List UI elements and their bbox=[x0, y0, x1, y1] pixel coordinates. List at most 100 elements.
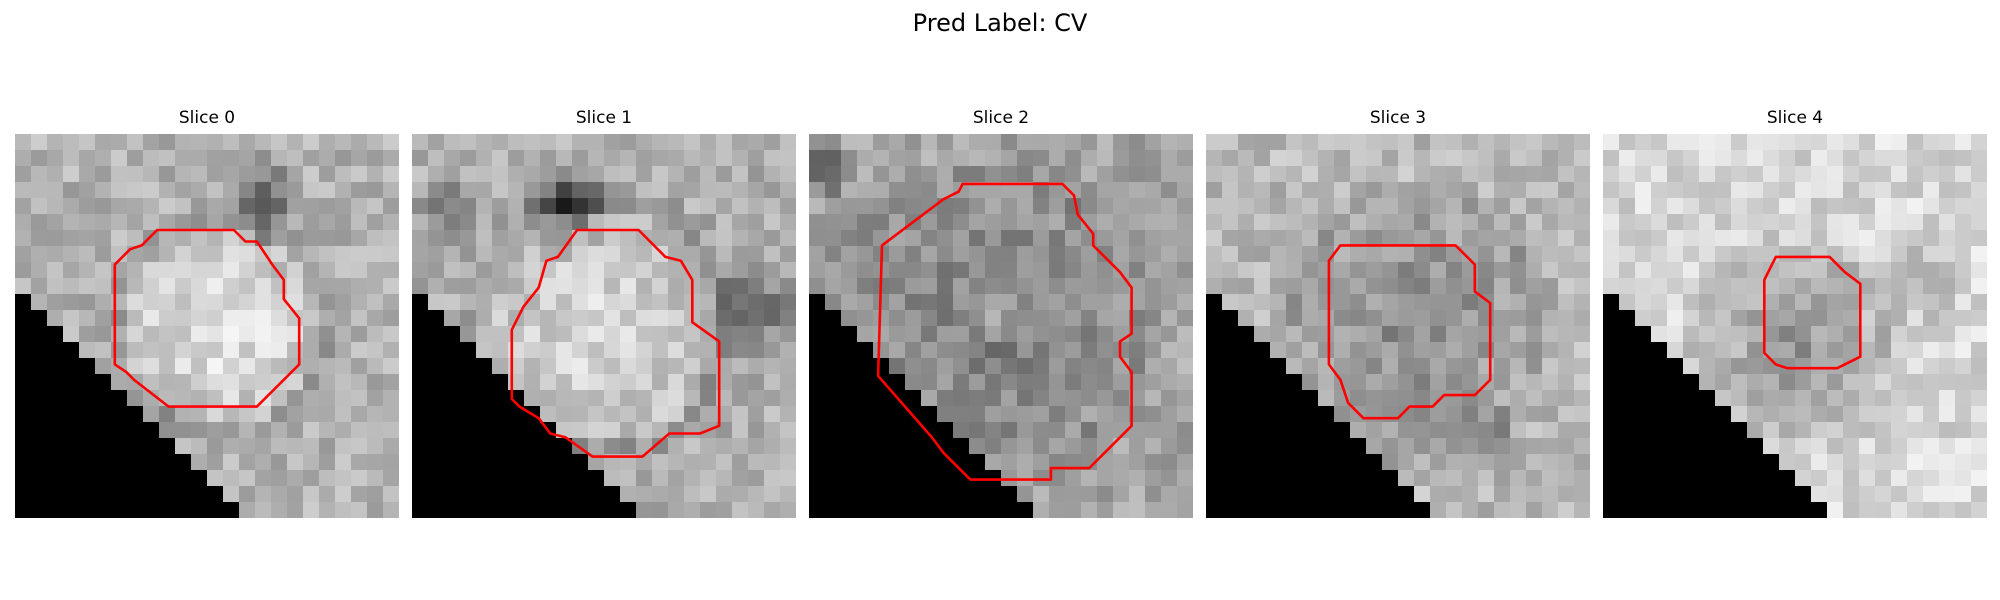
image-pixel bbox=[1891, 406, 1908, 423]
image-pixel bbox=[1859, 486, 1876, 503]
image-pixel bbox=[1366, 230, 1383, 247]
image-pixel bbox=[1254, 150, 1271, 167]
image-pixel bbox=[1113, 470, 1130, 487]
image-pixel bbox=[1558, 470, 1575, 487]
image-pixel bbox=[1366, 182, 1383, 199]
image-pixel bbox=[809, 150, 826, 167]
mask-pixel bbox=[1238, 374, 1255, 391]
image-pixel bbox=[1494, 390, 1511, 407]
image-pixel bbox=[207, 262, 224, 279]
image-pixel bbox=[335, 310, 352, 327]
mask-pixel bbox=[15, 342, 32, 359]
image-pixel bbox=[1366, 390, 1383, 407]
image-pixel bbox=[1843, 214, 1860, 231]
image-pixel bbox=[1747, 342, 1764, 359]
image-pixel bbox=[1907, 390, 1924, 407]
mask-pixel bbox=[15, 374, 32, 391]
image-pixel bbox=[780, 198, 796, 215]
image-pixel bbox=[540, 278, 557, 295]
image-pixel bbox=[1017, 438, 1034, 455]
image-pixel bbox=[191, 438, 208, 455]
image-pixel bbox=[1430, 262, 1447, 279]
image-pixel bbox=[351, 390, 368, 407]
image-pixel bbox=[780, 454, 796, 471]
image-pixel bbox=[460, 166, 477, 183]
mask-pixel bbox=[1270, 470, 1287, 487]
image-pixel bbox=[1350, 374, 1367, 391]
image-pixel bbox=[1049, 198, 1066, 215]
image-pixel bbox=[1113, 390, 1130, 407]
image-pixel bbox=[969, 166, 986, 183]
image-pixel bbox=[1350, 358, 1367, 375]
image-pixel bbox=[1859, 422, 1876, 439]
mask-pixel bbox=[63, 358, 80, 375]
image-pixel bbox=[732, 198, 749, 215]
image-pixel bbox=[1827, 486, 1844, 503]
image-pixel bbox=[1033, 470, 1050, 487]
image-pixel bbox=[1558, 326, 1575, 343]
image-pixel bbox=[1939, 358, 1956, 375]
mask-pixel bbox=[1302, 438, 1319, 455]
image-pixel bbox=[1430, 310, 1447, 327]
image-pixel bbox=[1097, 214, 1114, 231]
image-pixel bbox=[95, 310, 112, 327]
image-pixel bbox=[1699, 262, 1716, 279]
image-pixel bbox=[1827, 230, 1844, 247]
image-pixel bbox=[1731, 294, 1748, 311]
image-pixel bbox=[1574, 438, 1590, 455]
image-pixel bbox=[287, 374, 304, 391]
image-pixel bbox=[1558, 278, 1575, 295]
image-pixel bbox=[825, 182, 842, 199]
image-pixel bbox=[604, 214, 621, 231]
image-pixel bbox=[1955, 390, 1972, 407]
image-pixel bbox=[985, 310, 1002, 327]
mask-pixel bbox=[444, 358, 461, 375]
mask-pixel bbox=[1286, 422, 1303, 439]
image-pixel bbox=[1971, 246, 1987, 263]
mask-pixel bbox=[1254, 390, 1271, 407]
mask-pixel bbox=[1683, 406, 1700, 423]
image-pixel bbox=[604, 182, 621, 199]
mask-pixel bbox=[428, 486, 445, 503]
image-pixel bbox=[1558, 374, 1575, 391]
image-pixel bbox=[1462, 358, 1479, 375]
mask-pixel bbox=[1206, 310, 1223, 327]
image-pixel bbox=[207, 246, 224, 263]
image-pixel bbox=[620, 470, 637, 487]
mask-pixel bbox=[1715, 470, 1732, 487]
image-pixel bbox=[1542, 406, 1559, 423]
mask-pixel bbox=[444, 470, 461, 487]
image-pixel bbox=[1129, 374, 1146, 391]
image-pixel bbox=[1254, 134, 1271, 151]
image-pixel bbox=[985, 166, 1002, 183]
image-pixel bbox=[191, 214, 208, 231]
image-pixel bbox=[1334, 262, 1351, 279]
image-pixel bbox=[825, 166, 842, 183]
mask-pixel bbox=[985, 486, 1002, 503]
image-pixel bbox=[1049, 310, 1066, 327]
image-pixel bbox=[1318, 230, 1335, 247]
image-pixel bbox=[412, 278, 429, 295]
image-pixel bbox=[1667, 230, 1684, 247]
image-pixel bbox=[1667, 198, 1684, 215]
image-pixel bbox=[143, 134, 160, 151]
mask-pixel bbox=[857, 374, 874, 391]
image-pixel bbox=[1574, 246, 1590, 263]
image-pixel bbox=[700, 390, 717, 407]
image-pixel bbox=[1891, 454, 1908, 471]
mask-pixel bbox=[1238, 454, 1255, 471]
image-pixel bbox=[1603, 278, 1620, 295]
image-pixel bbox=[1955, 278, 1972, 295]
image-pixel bbox=[1699, 310, 1716, 327]
image-pixel bbox=[620, 262, 637, 279]
image-pixel bbox=[15, 150, 32, 167]
mask-pixel bbox=[921, 470, 938, 487]
image-pixel bbox=[1542, 502, 1559, 518]
image-pixel bbox=[700, 278, 717, 295]
image-pixel bbox=[652, 150, 669, 167]
mask-pixel bbox=[15, 486, 32, 503]
image-pixel bbox=[303, 502, 320, 518]
image-pixel bbox=[191, 390, 208, 407]
image-pixel bbox=[175, 166, 192, 183]
image-pixel bbox=[319, 166, 336, 183]
